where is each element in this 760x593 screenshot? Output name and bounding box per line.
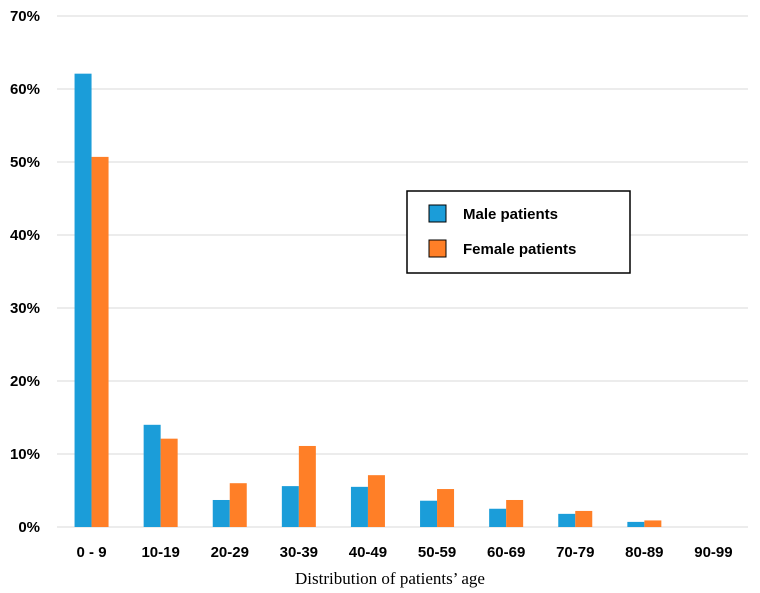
legend-swatch-male — [428, 204, 447, 223]
y-tick-label: 60% — [10, 81, 40, 98]
x-tick-label: 70-79 — [556, 544, 594, 561]
bar-male — [627, 521, 645, 527]
x-tick-label: 50-59 — [418, 544, 456, 561]
y-tick-label: 50% — [10, 154, 40, 171]
y-tick-label: 40% — [10, 227, 40, 244]
bar-male — [558, 513, 576, 527]
x-tick-label: 20-29 — [211, 544, 249, 561]
x-tick-label: 0 - 9 — [77, 544, 107, 561]
bar-female — [644, 520, 662, 527]
bar-female — [575, 510, 593, 527]
y-tick-label: 20% — [10, 373, 40, 390]
y-tick-label: 70% — [10, 8, 40, 25]
x-tick-label: 80-89 — [625, 544, 663, 561]
bar-female — [91, 156, 109, 527]
bar-male — [212, 499, 230, 527]
bar-female — [298, 445, 316, 527]
y-tick-label: 30% — [10, 300, 40, 317]
bar-male — [74, 73, 92, 528]
legend-label-male: Male patients — [463, 206, 558, 223]
bar-male — [420, 500, 438, 527]
y-axis-ticks: 0% 10% 20% 30% 40% 50% 60% 70% — [10, 8, 40, 536]
x-tick-label: 40-49 — [349, 544, 387, 561]
bar-female — [229, 483, 247, 527]
y-tick-label: 10% — [10, 446, 40, 463]
legend-swatch-female — [428, 239, 447, 258]
bar-male — [281, 486, 299, 527]
bar-female — [160, 438, 178, 527]
bar-female — [506, 499, 524, 527]
x-tick-label: 30-39 — [280, 544, 318, 561]
x-tick-label: 90-99 — [694, 544, 732, 561]
bar-male — [489, 508, 507, 527]
bar-male — [350, 486, 368, 527]
legend-label-female: Female patients — [463, 241, 576, 258]
legend-box — [406, 190, 631, 274]
x-axis-ticks: 0 - 9 10-19 20-29 30-39 40-49 50-59 60-69 70-79… — [77, 544, 733, 561]
x-tick-label: 60-69 — [487, 544, 525, 561]
x-axis-title: Distribution of patients’ age — [295, 569, 485, 588]
y-tick-label: 0% — [18, 519, 40, 536]
bar-male — [143, 424, 161, 527]
x-tick-label: 10-19 — [141, 544, 179, 561]
bars — [74, 73, 662, 528]
legend: Male patients Female patients — [406, 190, 631, 274]
bar-female — [367, 475, 385, 527]
bar-female — [437, 489, 455, 527]
